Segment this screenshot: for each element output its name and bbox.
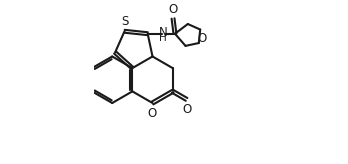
- Text: O: O: [168, 3, 178, 16]
- Text: S: S: [122, 15, 129, 28]
- Text: O: O: [147, 107, 156, 120]
- Text: O: O: [197, 32, 206, 45]
- Text: H: H: [159, 33, 167, 43]
- Text: N: N: [159, 26, 167, 39]
- Text: O: O: [182, 103, 191, 116]
